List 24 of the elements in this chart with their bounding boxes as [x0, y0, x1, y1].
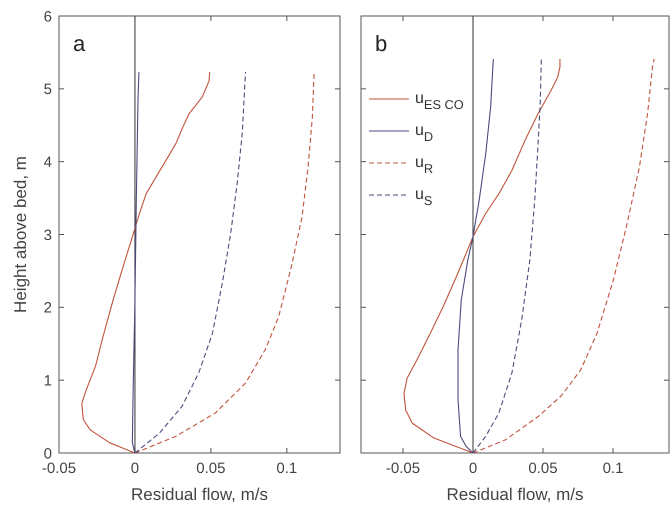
x-axis-title: Residual flow, m/s: [131, 485, 268, 504]
y-tick-label: 2: [44, 300, 52, 317]
y-tick-label: 3: [44, 226, 52, 244]
x-axis-title: Residual flow, m/s: [446, 485, 584, 504]
x-tick-label: 0.1: [602, 460, 624, 477]
annotation: b: [375, 31, 388, 56]
x-tick-label: 0.05: [196, 460, 226, 477]
x-tick-label: 0.05: [528, 460, 558, 477]
y-tick-label: 5: [44, 81, 52, 98]
y-tick-label: 0: [44, 445, 52, 462]
y-tick-label: 4: [44, 154, 52, 171]
x-tick-label: -0.05: [42, 460, 76, 477]
y-tick-label: 6: [44, 8, 52, 26]
legend-label: u$_{S}$: [415, 186, 432, 208]
x-tick-label: -0.05: [386, 460, 420, 477]
x-tick-label: 0: [468, 460, 478, 477]
legend-label: u$_{D}$: [415, 122, 434, 144]
legend-label: u$_{R}$: [415, 154, 434, 176]
x-tick-label: 0: [130, 460, 140, 477]
x-tick-label: 0.1: [276, 460, 298, 477]
legend-label: u$_{ES CO}$: [415, 90, 464, 112]
y-tick-label: 1: [44, 372, 52, 390]
y-axis-title: Height above bed, m: [11, 156, 30, 313]
annotation: a: [73, 31, 86, 56]
